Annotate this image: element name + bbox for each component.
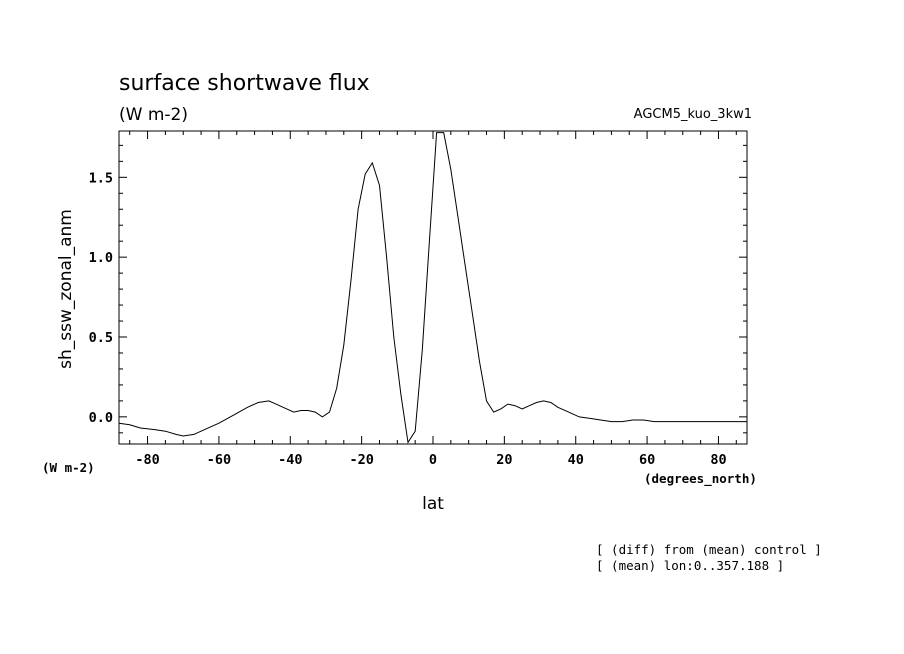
x-tick-label: -80 (135, 452, 159, 468)
y-tick-label: 1.5 (89, 170, 113, 186)
plot-frame (118, 130, 748, 445)
x-tick-label: -20 (349, 452, 373, 468)
x-tick-label: 20 (496, 452, 512, 468)
x-tick-label: 60 (639, 452, 655, 468)
chart-title: surface shortwave flux (119, 71, 370, 96)
y-tick-label: 1.0 (89, 250, 113, 266)
y-units-label: (W m-2) (42, 460, 95, 475)
x-tick-label: 0 (429, 452, 437, 468)
note-line-1: [ (diff) from (mean) control ] (596, 542, 822, 557)
tick-labels: -80 -60 -40 -20 0 20 40 60 80 0.0 0.5 1.0 1.5 (89, 170, 727, 468)
chart-units: (W m-2) (119, 105, 188, 125)
y-axis-label: sh_ssw_zonal_anm (56, 209, 76, 369)
x-tick-label: -60 (207, 452, 231, 468)
data-line (118, 132, 747, 444)
x-tick-label: 80 (710, 452, 726, 468)
x-tick-label: -40 (278, 452, 302, 468)
axis-ticks (119, 131, 747, 444)
y-tick-label: 0.5 (89, 330, 113, 346)
x-tick-label: 40 (568, 452, 584, 468)
x-axis-label: lat (422, 494, 444, 514)
note-line-2: [ (mean) lon:0..357.188 ] (596, 558, 784, 573)
experiment-label: AGCM5_kuo_3kw1 (634, 107, 752, 122)
y-tick-label: 0.0 (89, 410, 113, 426)
x-units-label: (degrees_north) (644, 471, 757, 487)
